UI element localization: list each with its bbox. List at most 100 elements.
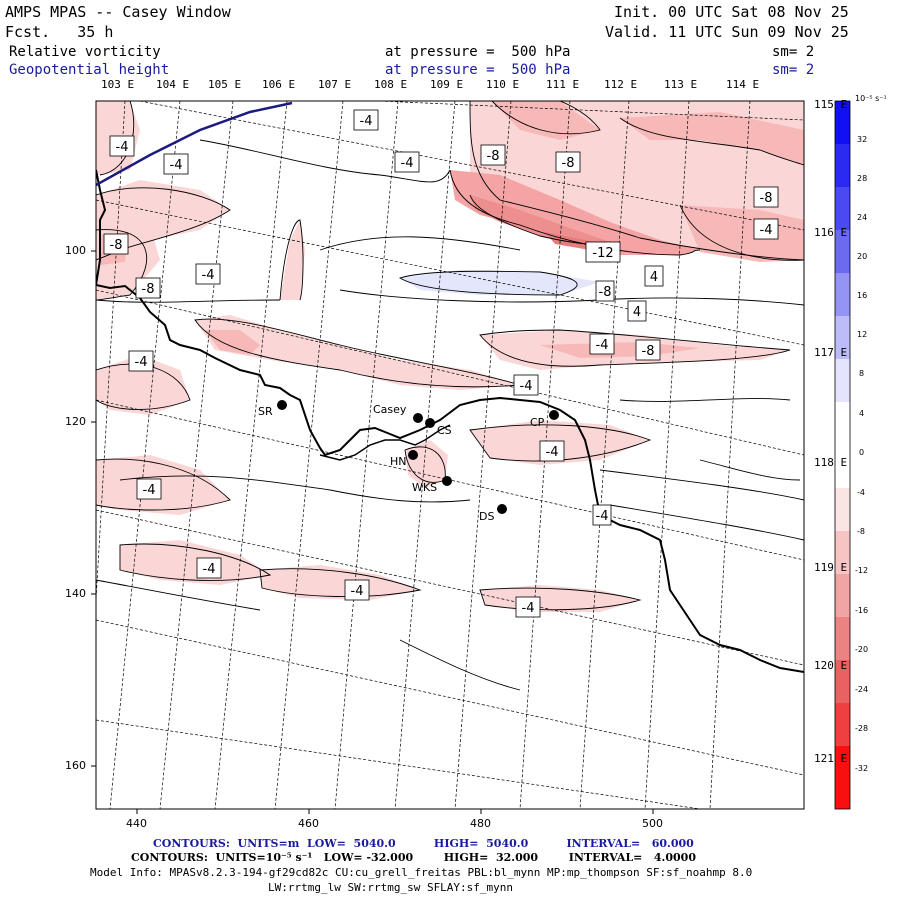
colorbar-label: -4 xyxy=(857,488,865,497)
lon-label: 108 E xyxy=(374,78,408,91)
svg-text:-4: -4 xyxy=(170,158,183,173)
svg-text:-4: -4 xyxy=(401,156,414,171)
pressure-level-1: at pressure = 500 hPa xyxy=(385,44,571,60)
y-tick-label: 120 xyxy=(65,415,86,428)
station-cs: CS xyxy=(425,418,452,437)
svg-text:-4: -4 xyxy=(135,355,148,370)
svg-text:-8: -8 xyxy=(760,191,773,206)
svg-text:SR: SR xyxy=(258,405,273,418)
svg-text:-8: -8 xyxy=(599,285,612,300)
colorbar-label: 32 xyxy=(857,135,868,144)
svg-text:-8: -8 xyxy=(142,282,155,297)
svg-text:-4: -4 xyxy=(143,483,156,498)
contour-label: -8 xyxy=(753,186,779,208)
colorbar xyxy=(834,100,851,810)
y-tick-label: 160 xyxy=(65,759,86,772)
contour-label: -4 xyxy=(353,109,379,131)
contour-label: -4 xyxy=(753,218,779,240)
lon-label: 107 E xyxy=(318,78,352,91)
colorbar-label: 8 xyxy=(859,369,865,378)
contour-label: -8 xyxy=(595,280,615,302)
contour-label: -12 xyxy=(585,241,621,263)
svg-text:DS: DS xyxy=(479,510,494,523)
lon-label: 114 E xyxy=(726,78,760,91)
station-cp: CP xyxy=(530,410,559,429)
contour-label: -4 xyxy=(109,135,135,157)
colorbar-label: -12 xyxy=(855,566,869,575)
lon-label: 113 E xyxy=(664,78,698,91)
lon-label: 105 E xyxy=(208,78,242,91)
contour-label: 4 xyxy=(644,265,664,287)
station-wks: WKS xyxy=(412,476,452,494)
lon-label: 104 E xyxy=(156,78,190,91)
svg-text:-4: -4 xyxy=(546,445,559,460)
colorbar-label: 16 xyxy=(857,291,868,300)
lon-label-right: 117 E xyxy=(814,346,848,359)
svg-text:-8: -8 xyxy=(110,238,123,253)
contour-label: -4 xyxy=(344,579,370,601)
colorbar-label: 20 xyxy=(857,252,868,261)
svg-text:-8: -8 xyxy=(642,344,655,359)
svg-text:-4: -4 xyxy=(522,601,535,616)
pressure-level-2: at pressure = 500 hPa xyxy=(385,62,571,78)
lon-label-right: 121 E xyxy=(814,752,848,765)
svg-text:-4: -4 xyxy=(596,509,609,524)
forecast-hour: Fcst. 35 h xyxy=(5,23,114,41)
svg-text:-8: -8 xyxy=(562,156,575,171)
x-tick-label: 500 xyxy=(642,817,663,830)
vorticity-contours xyxy=(96,101,804,691)
svg-text:-4: -4 xyxy=(116,140,129,155)
colorbar-label: 28 xyxy=(857,174,868,183)
contour-labels: -4 -4 -4 -4 -8 -8 -8 -8 -8 -12 -4 -4 -4 … xyxy=(103,109,779,618)
contour-label: -4 xyxy=(394,151,420,173)
lon-label-right: 118 E xyxy=(814,456,848,469)
coastline xyxy=(96,169,804,673)
svg-text:-8: -8 xyxy=(487,149,500,164)
colorbar-label: 4 xyxy=(859,409,865,418)
colorbar-label: 24 xyxy=(857,213,868,222)
x-tick-label: 440 xyxy=(126,817,147,830)
footer-vorticity-contours: CONTOURS: UNITS=10⁻⁵ s⁻¹ LOW= -32.000 HI… xyxy=(131,851,696,864)
svg-text:-4: -4 xyxy=(520,379,533,394)
contour-label: -4 xyxy=(195,263,221,285)
svg-text:-4: -4 xyxy=(760,223,773,238)
svg-text:4: 4 xyxy=(650,270,658,285)
colorbar-unit: 10⁻⁵ s⁻¹ xyxy=(855,94,887,103)
field-vorticity: Relative vorticity xyxy=(9,44,161,60)
footer-height-contours: CONTOURS: UNITS=m LOW= 5040.0 HIGH= 5040… xyxy=(153,837,694,850)
contour-label: -8 xyxy=(480,144,506,166)
contour-label: -4 xyxy=(513,374,539,396)
init-time: Init. 00 UTC Sat 08 Nov 25 xyxy=(614,3,849,21)
contour-label: -4 xyxy=(592,504,612,526)
colorbar-label: 12 xyxy=(857,330,868,339)
lon-label-right: 120 E xyxy=(814,659,848,672)
y-tick-label: 140 xyxy=(65,587,86,600)
contour-label: -4 xyxy=(136,478,162,500)
smoothing-1: sm= 2 xyxy=(772,44,815,60)
x-axis-ticks xyxy=(91,250,654,814)
x-tick-label: 480 xyxy=(470,817,491,830)
lon-label: 112 E xyxy=(604,78,638,91)
lon-label-right: 115 E xyxy=(814,98,848,111)
contour-label: 4 xyxy=(627,300,647,322)
valid-time: Valid. 11 UTC Sun 09 Nov 25 xyxy=(605,23,849,41)
colorbar-label: -20 xyxy=(855,645,869,654)
lon-label-right: 116 E xyxy=(814,226,848,239)
station-hn: HN xyxy=(390,450,418,468)
coastline-inner xyxy=(319,424,451,461)
y-tick-label: 100 xyxy=(65,244,86,257)
lon-label: 103 E xyxy=(101,78,135,91)
footer-model-info-2: LW:rrtmg_lw SW:rrtmg_sw SFLAY:sf_mynn xyxy=(268,881,514,894)
svg-text:-4: -4 xyxy=(202,268,215,283)
svg-text:CS: CS xyxy=(437,424,452,437)
x-tick-label: 460 xyxy=(298,817,319,830)
contour-label: -4 xyxy=(515,596,541,618)
footer-model-info: Model Info: MPASv8.2.3-194-gf29cd82c CU:… xyxy=(90,866,753,879)
contour-label: -4 xyxy=(196,557,222,579)
vorticity-shading xyxy=(96,101,804,612)
map-title: AMPS MPAS -- Casey Window xyxy=(5,3,231,21)
smoothing-2: sm= 2 xyxy=(772,62,815,78)
colorbar-label: -28 xyxy=(855,724,869,733)
svg-text:-4: -4 xyxy=(596,338,609,353)
